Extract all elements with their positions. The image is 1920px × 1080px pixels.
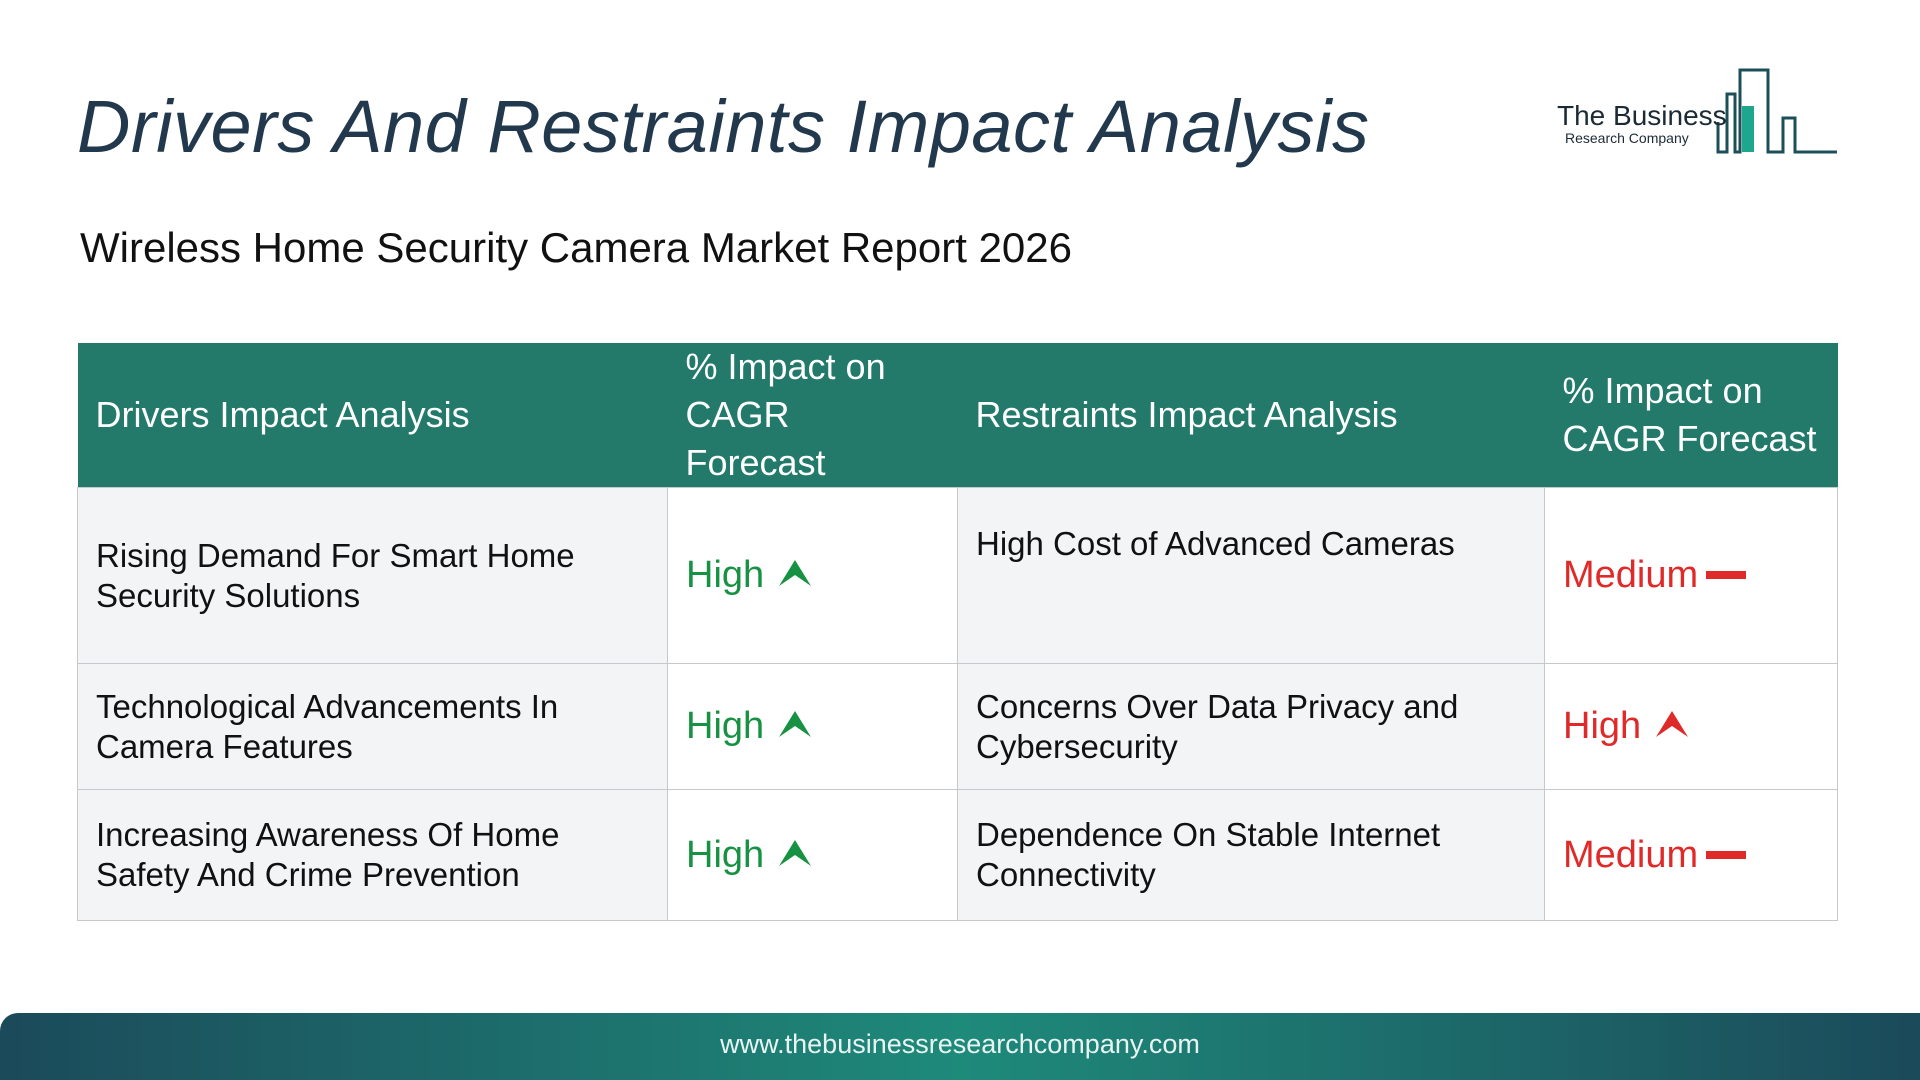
driver-cell: Technological Advancements In Camera Fea…: [77, 663, 668, 790]
restraint-impact-cell: Medium: [1544, 789, 1838, 921]
driver-cell: Rising Demand For Smart Home Security So…: [77, 487, 668, 664]
dash-icon: [1706, 571, 1747, 579]
table-row: Rising Demand For Smart Home Security So…: [77, 487, 1838, 664]
report-subtitle: Wireless Home Security Camera Market Rep…: [80, 224, 1073, 271]
logo-line-2: Research Company: [1565, 130, 1689, 146]
driver-cell: Increasing Awareness Of Home Safety And …: [77, 789, 668, 921]
company-logo: The Business Research Company: [1555, 66, 1837, 156]
header-drivers-impact: % Impact on CAGR Forecast: [667, 343, 958, 488]
table-header-row: Drivers Impact Analysis % Impact on CAGR…: [77, 343, 1838, 488]
restraint-cell: Dependence On Stable Internet Connectivi…: [957, 789, 1545, 921]
table-row: Increasing Awareness Of Home Safety And …: [77, 789, 1838, 921]
restraint-cell: Concerns Over Data Privacy and Cybersecu…: [957, 663, 1545, 790]
impact-label: Medium: [1563, 833, 1699, 876]
impact-label: High: [1563, 705, 1642, 747]
arrow-up-icon: [778, 706, 812, 746]
header-restraints: Restraints Impact Analysis: [957, 343, 1545, 488]
driver-impact-cell: High: [667, 663, 958, 790]
arrow-up-icon: [778, 835, 812, 875]
logo-line-1: The Business: [1557, 100, 1727, 131]
impact-level: High: [686, 555, 812, 595]
restraint-impact-cell: High: [1544, 663, 1838, 790]
impact-label: Medium: [1563, 554, 1699, 596]
impact-level: Medium: [1563, 833, 1747, 876]
footer-url[interactable]: www.thebusinessresearchcompany.com: [720, 1029, 1200, 1059]
page-title: Drivers And Restraints Impact Analysis: [77, 85, 1370, 168]
restraint-cell: High Cost of Advanced Cameras: [957, 487, 1545, 664]
driver-impact-cell: High: [667, 487, 958, 664]
impact-label: High: [686, 705, 765, 747]
building-chart-icon: [1716, 68, 1837, 154]
impact-level: High: [686, 835, 812, 875]
table-row: Technological Advancements In Camera Fea…: [77, 663, 1838, 790]
impact-level: Medium: [1563, 554, 1747, 596]
restraint-impact-cell: Medium: [1544, 487, 1838, 664]
driver-impact-cell: High: [667, 789, 958, 921]
impact-analysis-table: Drivers Impact Analysis % Impact on CAGR…: [77, 343, 1838, 921]
impact-level: High: [1563, 706, 1689, 746]
impact-label: High: [686, 833, 765, 876]
impact-label: High: [686, 554, 765, 596]
impact-level: High: [686, 706, 812, 746]
dash-icon: [1706, 850, 1747, 859]
header-restraints-impact: % Impact on CAGR Forecast: [1544, 343, 1838, 488]
footer-bar: www.thebusinessresearchcompany.com: [0, 1013, 1920, 1080]
header-drivers: Drivers Impact Analysis: [77, 343, 668, 488]
arrow-up-icon: [778, 555, 812, 595]
arrow-up-icon: [1655, 706, 1689, 746]
